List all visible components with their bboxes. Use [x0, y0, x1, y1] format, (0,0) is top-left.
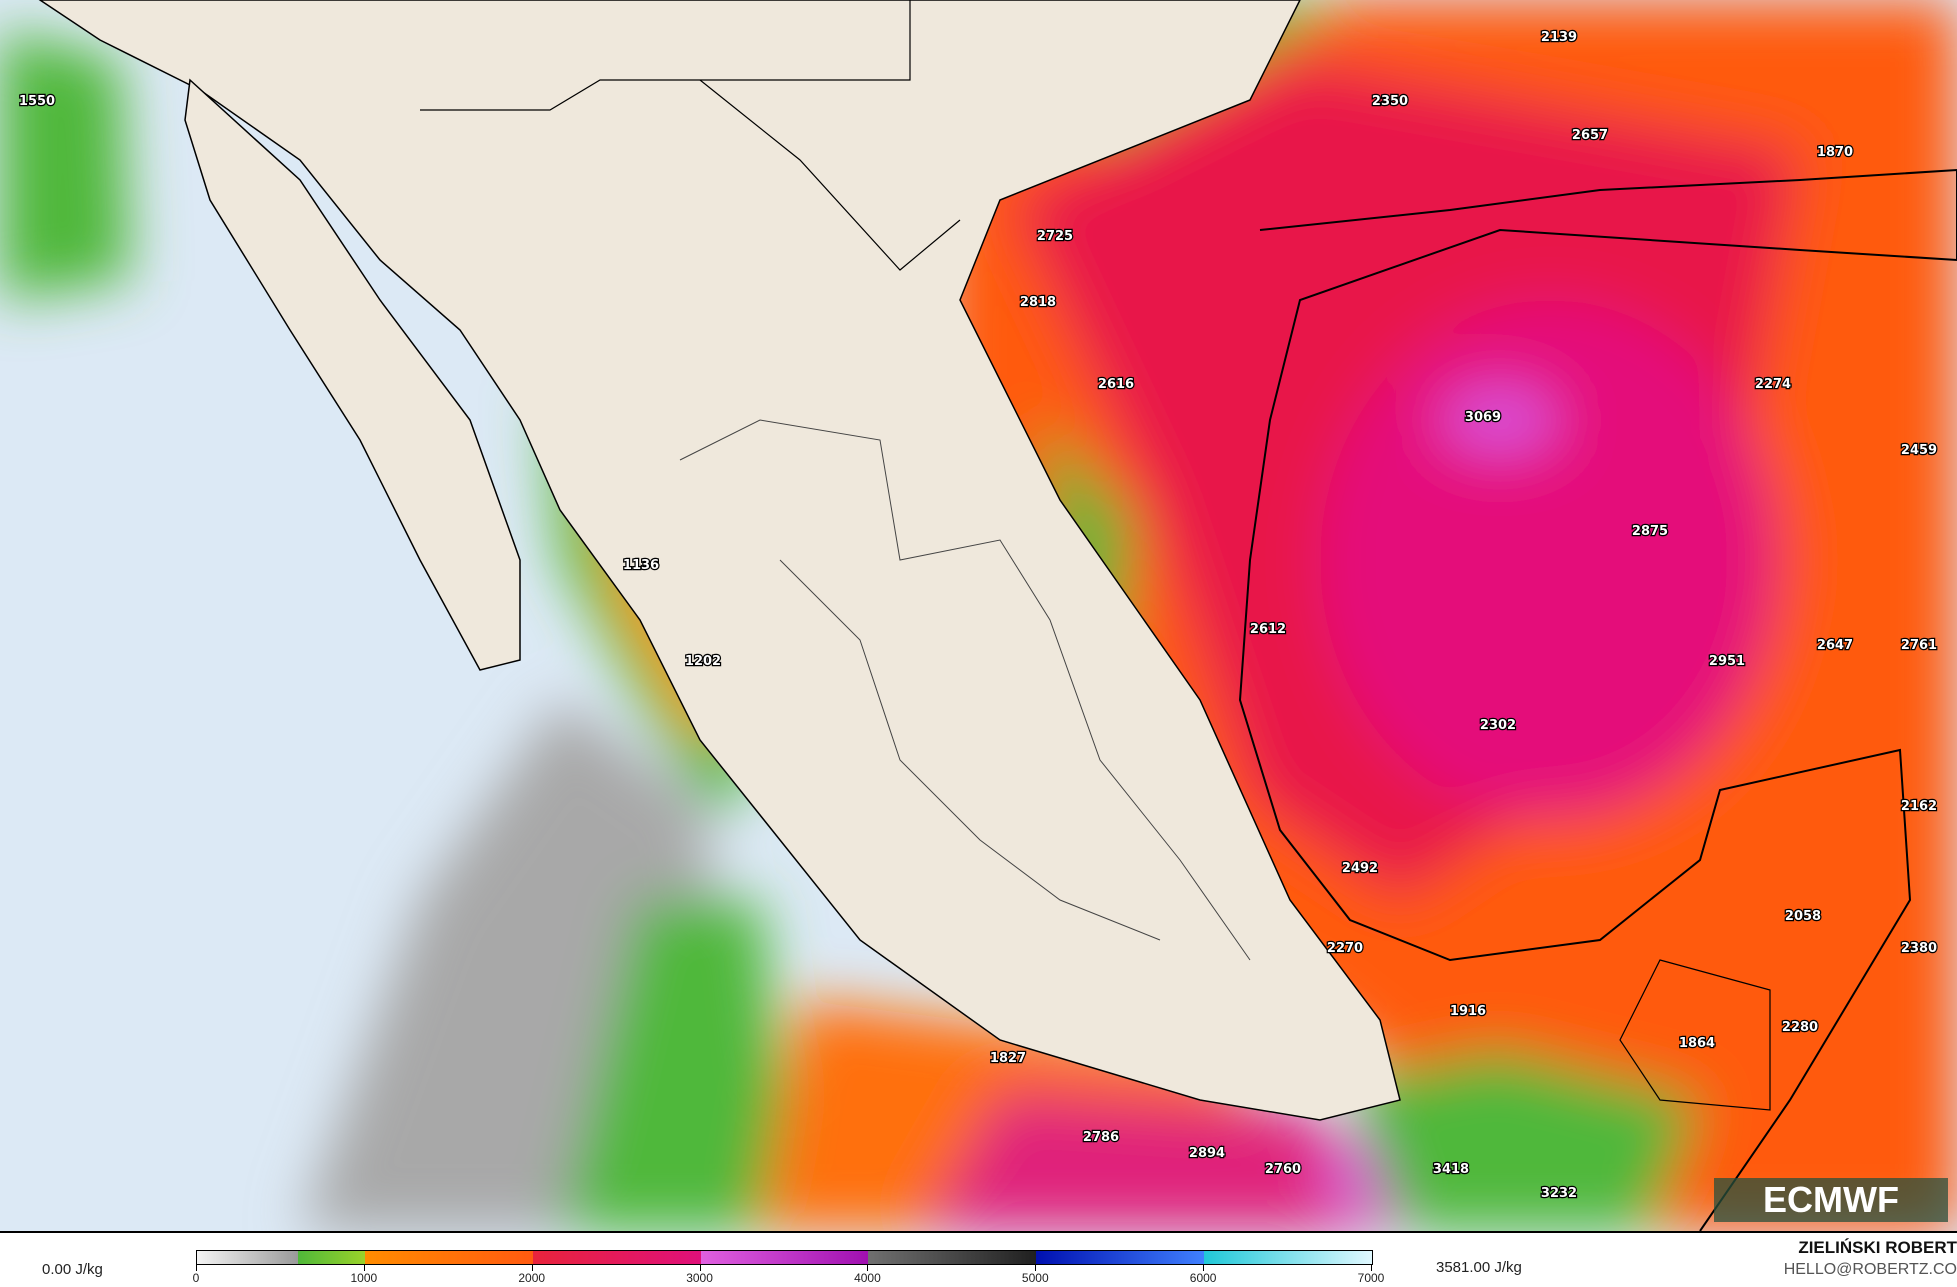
- tick-mark: [1035, 1265, 1037, 1271]
- colorbar-segment: [197, 1251, 365, 1264]
- cape-map: 1550 2139 2350 2657 1870 2725 2818 2616 3069 2274…: [0, 0, 1957, 1233]
- tick-label: 3000: [686, 1271, 713, 1285]
- value-label: 2350: [1372, 94, 1408, 109]
- value-label: 1870: [1817, 145, 1853, 160]
- value-label: 1916: [1450, 1004, 1486, 1019]
- tick-label: 4000: [854, 1271, 881, 1285]
- value-label: 2058: [1785, 909, 1821, 924]
- colorbar-segment: [532, 1251, 701, 1264]
- colorbar-segment: [1204, 1251, 1373, 1264]
- value-label: 2139: [1541, 30, 1577, 45]
- tick-mark: [196, 1265, 197, 1271]
- land: [38, 0, 1957, 1231]
- colorbar-segment: [364, 1251, 533, 1264]
- tick-label: 0: [192, 1271, 200, 1285]
- colorbar-segment: [868, 1251, 1037, 1264]
- tick-label: 1000: [350, 1271, 378, 1285]
- ecmwf-logo: ECMWF: [1714, 1178, 1948, 1222]
- value-labels: 1550 2139 2350 2657 1870 2725 2818 2616 3069 2274…: [18, 29, 1939, 1203]
- tick-label: 2000: [518, 1271, 546, 1285]
- value-label: 1136: [623, 558, 659, 573]
- author-credit: ZIELIŃSKI ROBERT: [1798, 1238, 1957, 1257]
- value-label: 2818: [1020, 295, 1056, 310]
- tick-label: 5000: [1021, 1271, 1049, 1285]
- colorbar-segment: [700, 1251, 869, 1264]
- value-label: 2760: [1265, 1162, 1301, 1177]
- color-legend: 0.00 J/kg 0 1000 2000 3000 4000 5000 6000 7000 …: [0, 1233, 1957, 1287]
- tick-mark: [1203, 1265, 1205, 1271]
- value-label: 2162: [1901, 799, 1937, 814]
- tick-mark: [867, 1265, 869, 1271]
- value-label: 1202: [685, 654, 721, 669]
- value-label: 2616: [1098, 377, 1134, 392]
- value-label: 2657: [1572, 128, 1608, 143]
- value-label: 2270: [1327, 941, 1363, 956]
- value-label: 2280: [1782, 1020, 1818, 1035]
- tick-label: 7000: [1357, 1271, 1385, 1285]
- value-label: 2875: [1632, 524, 1668, 539]
- value-label: 2761: [1901, 638, 1937, 653]
- colorbar-segment: [1036, 1251, 1205, 1264]
- value-label: 2725: [1037, 229, 1073, 244]
- tick-mark: [531, 1265, 533, 1271]
- value-label: 2786: [1083, 1130, 1119, 1145]
- value-label: 2647: [1817, 638, 1853, 653]
- value-label: 1827: [990, 1051, 1026, 1066]
- value-label: 3232: [1541, 1186, 1577, 1201]
- value-label: 3069: [1465, 410, 1501, 425]
- colorbar: [196, 1250, 1373, 1265]
- tick-mark: [363, 1265, 365, 1271]
- value-label: 1550: [19, 94, 55, 109]
- value-label: 2492: [1342, 861, 1378, 876]
- value-label: 2274: [1755, 377, 1791, 392]
- value-label: 1864: [1679, 1036, 1715, 1051]
- value-label: 2894: [1189, 1146, 1225, 1161]
- logo-text: ECMWF: [1763, 1179, 1899, 1220]
- value-label: 2459: [1901, 443, 1937, 458]
- value-label: 2612: [1250, 622, 1286, 637]
- value-label: 3418: [1433, 1162, 1469, 1177]
- legend-max-label: 3581.00 J/kg: [1436, 1259, 1522, 1276]
- tick-label: 6000: [1189, 1271, 1217, 1285]
- tick-mark: [699, 1265, 701, 1271]
- tick-mark: [1371, 1265, 1372, 1271]
- value-label: 2302: [1480, 718, 1516, 733]
- value-label: 2380: [1901, 941, 1937, 956]
- legend-min-label: 0.00 J/kg: [42, 1261, 103, 1278]
- author-email: HELLO@ROBERTZ.CO: [1783, 1261, 1957, 1278]
- value-label: 2951: [1709, 654, 1745, 669]
